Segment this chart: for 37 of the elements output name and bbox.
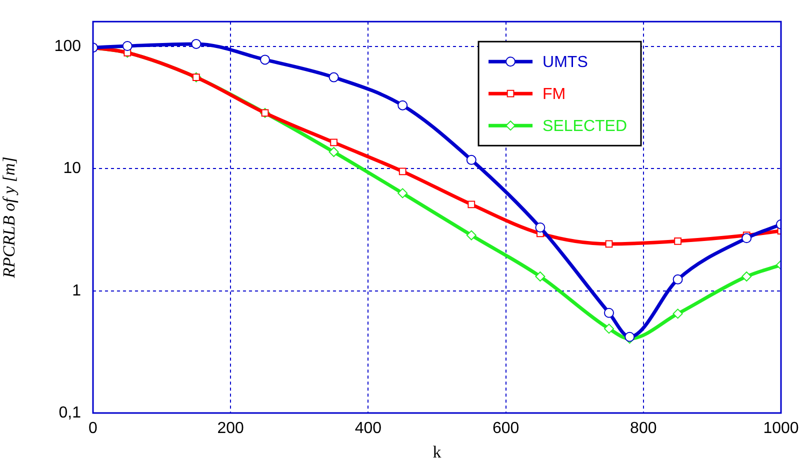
point — [260, 54, 270, 65]
point — [742, 233, 752, 244]
y-tick-label: 0,1 — [58, 404, 82, 422]
legend-label: FM — [542, 86, 566, 104]
point — [191, 38, 202, 49]
point — [328, 146, 339, 157]
point — [328, 72, 339, 82]
x-tick-label: 400 — [354, 420, 382, 438]
point — [468, 200, 476, 208]
point — [672, 274, 683, 284]
point — [398, 168, 406, 176]
point — [604, 308, 614, 318]
point — [535, 222, 546, 233]
y-axis-title: RPCRLB of y [m] — [0, 156, 19, 279]
point — [742, 272, 752, 282]
point — [466, 154, 476, 165]
point — [398, 188, 408, 198]
x-tick-label: 0 — [88, 420, 98, 438]
point — [535, 272, 546, 282]
legend-label: UMTS — [542, 54, 588, 72]
legend-label: SELECTED — [542, 118, 627, 136]
x-tick-label: 200 — [217, 420, 244, 438]
x-axis-title: k — [432, 442, 442, 462]
x-tick-label: 800 — [630, 420, 657, 438]
y-tick-label: 1 — [72, 282, 82, 300]
point — [674, 238, 682, 245]
point — [605, 240, 613, 248]
x-tick-label: 600 — [492, 420, 520, 438]
point — [604, 324, 614, 334]
point — [398, 100, 408, 110]
point — [466, 230, 476, 240]
y-tick-label: 100 — [54, 38, 82, 55]
point — [330, 138, 338, 146]
y-tick-label: 10 — [63, 160, 82, 178]
point — [672, 308, 683, 319]
point — [122, 41, 132, 52]
x-tick-label: 1000 — [763, 420, 799, 438]
